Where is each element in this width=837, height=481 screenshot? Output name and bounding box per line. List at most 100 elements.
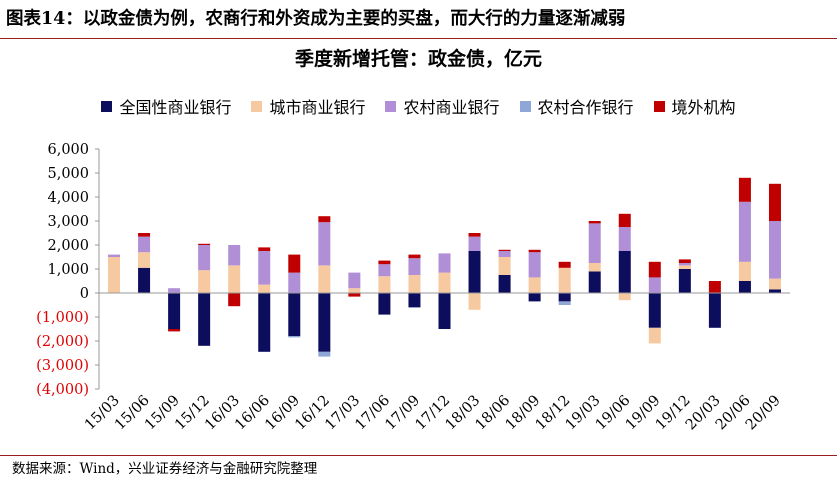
- bar-segment: [708, 293, 721, 328]
- axes: [98, 149, 790, 389]
- bar-segment: [198, 270, 211, 293]
- bar-group: [108, 177, 781, 357]
- y-tick-label: (2,000): [36, 334, 89, 350]
- bar-segment: [528, 252, 541, 278]
- bar-segment: [198, 293, 211, 346]
- legend-swatch: [251, 100, 263, 112]
- bar-segment: [738, 177, 751, 202]
- bar-segment: [378, 276, 391, 293]
- legend-item-foreign-institutions: 境外机构: [653, 94, 736, 118]
- y-tick-label: (4,000): [36, 382, 89, 398]
- bar-segment: [138, 267, 151, 293]
- bar-segment: [108, 254, 121, 257]
- bar-segment: [678, 263, 691, 266]
- chart-legend: 全国性商业银行 城市商业银行 农村商业银行 农村合作银行 境外机构: [0, 94, 837, 118]
- bar-segment: [318, 216, 331, 223]
- y-tick-label: 4,000: [47, 190, 89, 206]
- bar-segment: [168, 288, 181, 293]
- bar-segment: [348, 272, 361, 289]
- bar-segment: [558, 261, 571, 268]
- bar-segment: [378, 260, 391, 265]
- bar-segment: [558, 267, 571, 293]
- bar-segment: [438, 293, 451, 329]
- legend-item-rural-cooperative-banks: 农村合作银行: [519, 94, 634, 118]
- bar-segment: [468, 251, 481, 293]
- source-note: 数据来源：Wind，兴业证券经济与金融研究院整理: [12, 461, 318, 477]
- bar-segment: [468, 236, 481, 251]
- bar-segment: [558, 301, 571, 305]
- bar-segment: [648, 293, 661, 328]
- bar-segment: [378, 293, 391, 315]
- figure-title: 图表14：以政金债为例，农商行和外资成为主要的买盘，而大行的力量逐渐减弱: [6, 9, 626, 29]
- chart-title: 季度新增托管：政金债，亿元: [294, 48, 542, 70]
- bar-segment: [318, 293, 331, 352]
- bar-segment: [618, 293, 631, 301]
- y-tick-label: (3,000): [36, 358, 89, 374]
- y-tick-label: 5,000: [47, 166, 89, 182]
- bar-segment: [528, 277, 541, 293]
- bar-segment: [498, 249, 511, 251]
- bar-segment: [408, 293, 421, 308]
- bar-segment: [198, 243, 211, 245]
- bar-segment: [318, 222, 331, 266]
- bar-segment: [678, 265, 691, 269]
- bar-segment: [768, 221, 781, 279]
- bar-segment: [228, 245, 241, 266]
- legend-item-rural-commercial-banks: 农村商业银行: [385, 94, 500, 118]
- y-tick-label: 3,000: [47, 214, 89, 230]
- y-tick-label: 2,000: [47, 238, 89, 254]
- bar-segment: [558, 293, 571, 302]
- bar-segment: [258, 293, 271, 352]
- bar-segment: [108, 257, 121, 293]
- bar-segment: [588, 221, 601, 224]
- bar-segment: [588, 223, 601, 263]
- bar-segment: [288, 336, 301, 338]
- bar-segment: [198, 245, 211, 271]
- bar-segment: [618, 213, 631, 227]
- bar-segment: [768, 278, 781, 290]
- y-tick-label: 0: [80, 286, 89, 302]
- bar-segment: [498, 251, 511, 257]
- bar-segment: [288, 272, 301, 293]
- legend-label: 农村合作银行: [537, 98, 634, 117]
- bar-segment: [588, 263, 601, 272]
- bar-segment: [438, 253, 451, 273]
- bar-segment: [408, 258, 421, 275]
- bar-segment: [408, 275, 421, 293]
- bar-segment: [258, 251, 271, 285]
- y-tick-label: (1,000): [36, 310, 89, 326]
- bar-segment: [618, 227, 631, 251]
- legend-swatch: [519, 100, 531, 112]
- bar-segment: [468, 293, 481, 310]
- bar-segment: [138, 236, 151, 253]
- bar-segment: [168, 293, 181, 329]
- bar-segment: [498, 257, 511, 275]
- legend-swatch: [385, 100, 397, 112]
- bar-segment: [288, 293, 301, 337]
- bar-segment: [438, 272, 451, 293]
- bar-segment: [138, 252, 151, 268]
- bar-segment: [528, 249, 541, 253]
- legend-swatch: [101, 100, 113, 112]
- bar-segment: [318, 351, 331, 357]
- title-divider: [0, 38, 837, 39]
- legend-label: 城市商业银行: [269, 98, 366, 117]
- bar-segment: [738, 201, 751, 262]
- bar-segment: [228, 265, 241, 293]
- stacked-bar-chart: 6,000 5,000 4,000 3,000 2,000 1,000 0 (1,000) (2…: [36, 142, 790, 433]
- y-tick-label: 6,000: [47, 142, 89, 158]
- bar-segment: [708, 281, 721, 293]
- bar-segment: [678, 269, 691, 293]
- bar-segment: [588, 271, 601, 293]
- legend-label: 境外机构: [671, 98, 736, 117]
- y-axis-ticks: [95, 148, 99, 390]
- legend-label: 农村商业银行: [403, 98, 500, 117]
- bar-segment: [468, 233, 481, 237]
- bar-segment: [318, 265, 331, 293]
- bar-segment: [648, 277, 661, 293]
- bar-segment: [138, 233, 151, 237]
- legend-label: 全国性商业银行: [119, 98, 232, 117]
- bar-segment: [258, 247, 271, 251]
- bar-segment: [618, 251, 631, 293]
- bar-segment: [408, 254, 421, 259]
